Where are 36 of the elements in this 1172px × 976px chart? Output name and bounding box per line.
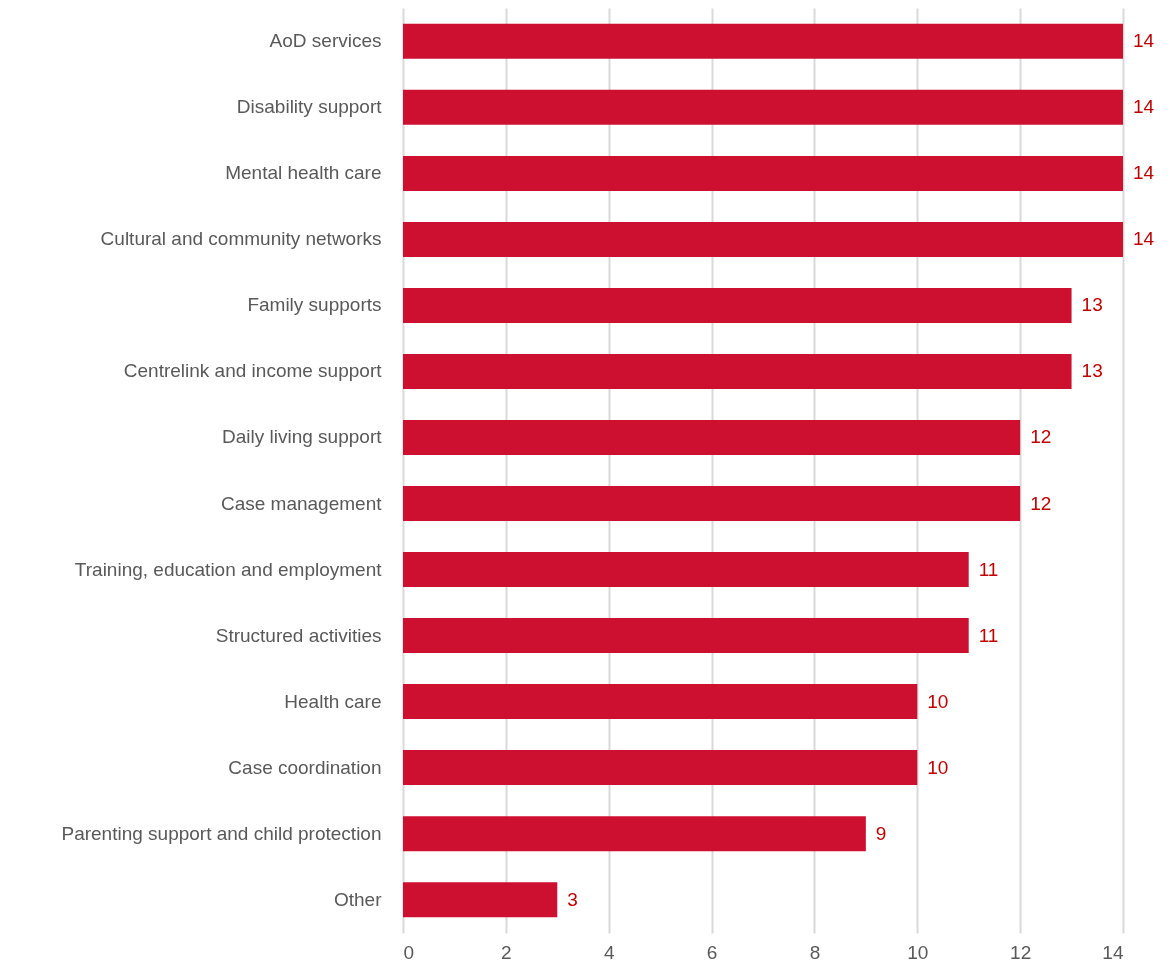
y-tick-label: Disability support [236, 96, 383, 118]
data-label: 14 [1133, 228, 1155, 250]
data-label: 13 [1081, 294, 1103, 316]
y-tick-label: Health care [284, 690, 382, 712]
y-tick-label: Structured activities [215, 624, 382, 646]
y-tick-label: Daily living support [222, 426, 383, 448]
y-tick-label: Mental health care [225, 162, 382, 184]
y-tick-label: Parenting support and child protection [61, 822, 382, 844]
data-label: 14 [1133, 162, 1155, 184]
data-label: 13 [1081, 360, 1103, 382]
data-label: 12 [1030, 492, 1052, 514]
y-tick-label: AoD services [269, 30, 382, 52]
y-tick-label: Cultural and community networks [100, 228, 382, 250]
y-tick-label: Centrelink and income support [123, 360, 383, 382]
data-label: 12 [1030, 426, 1052, 448]
x-tick-label: 12 [1010, 941, 1032, 963]
y-tick-label: Other [333, 888, 383, 910]
data-label: 10 [927, 756, 949, 778]
y-tick-label: Training, education and employment [74, 558, 383, 580]
y-tick-label: Case management [220, 492, 383, 514]
data-label: 14 [1133, 30, 1155, 52]
data-label: 11 [978, 558, 999, 580]
data-label: 11 [978, 624, 999, 646]
data-label: 9 [875, 822, 887, 844]
x-tick-label: 10 [907, 941, 929, 963]
y-tick-label: Case coordination [228, 756, 382, 778]
data-label: 14 [1133, 96, 1155, 118]
x-tick-label: 14 [1102, 941, 1124, 963]
x-tick-label: 8 [809, 941, 821, 963]
x-tick-label: 2 [501, 941, 512, 963]
y-tick-label: Family supports [247, 294, 382, 316]
x-tick-label: 4 [603, 941, 615, 963]
x-tick-label: 0 [403, 941, 415, 963]
data-label: 10 [927, 690, 949, 712]
x-tick-label: 6 [706, 941, 718, 963]
data-label: 3 [567, 888, 578, 910]
